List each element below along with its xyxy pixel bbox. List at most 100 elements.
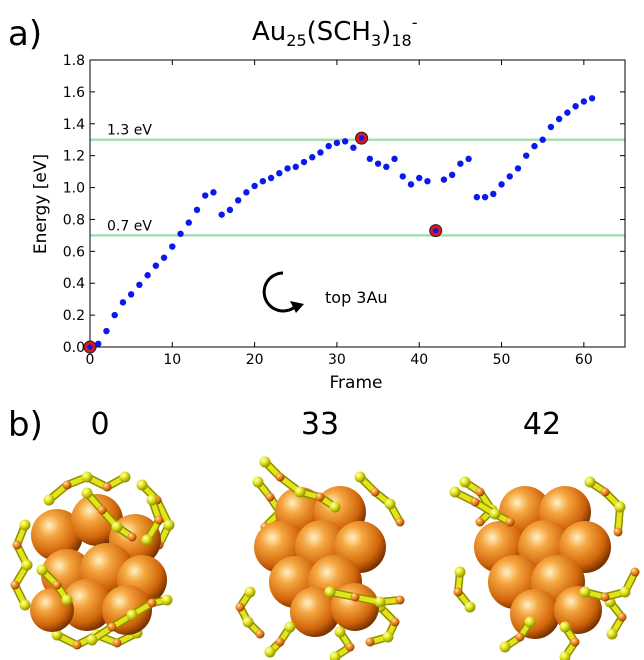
data-point bbox=[218, 211, 225, 218]
gold-small-atom bbox=[505, 517, 515, 527]
sulfur-atom bbox=[614, 501, 626, 513]
data-point bbox=[251, 182, 258, 190]
data-point bbox=[144, 272, 151, 279]
gold-small-atom bbox=[52, 580, 62, 590]
sulfur-atom bbox=[559, 621, 571, 633]
gold-small-atom bbox=[12, 540, 22, 550]
data-point bbox=[481, 193, 489, 201]
sulfur-atom bbox=[163, 519, 175, 531]
molecule-snapshot-0 bbox=[10, 471, 175, 650]
gold-small-atom bbox=[395, 595, 405, 605]
gold-atom bbox=[510, 589, 560, 639]
gold-small-atom bbox=[613, 527, 623, 537]
sulfur-atom bbox=[161, 594, 173, 606]
snapshot-label-33: 33 bbox=[301, 407, 339, 442]
highlighted-point-core bbox=[87, 344, 93, 350]
y-tick-label: 0.0 bbox=[63, 340, 85, 356]
x-axis-label: Frame bbox=[330, 373, 383, 393]
gold-small-atom bbox=[600, 592, 610, 602]
data-point bbox=[210, 189, 217, 196]
data-point bbox=[391, 155, 398, 163]
sulfur-atom bbox=[384, 498, 396, 510]
x-tick-label: 30 bbox=[328, 352, 346, 368]
data-point bbox=[350, 144, 357, 151]
gold-small-atom bbox=[390, 617, 400, 627]
sulfur-atom bbox=[36, 564, 48, 576]
rotation-arrow-icon bbox=[262, 271, 304, 313]
threshold-label: 1.3 eV bbox=[107, 123, 152, 139]
sulfur-atom bbox=[454, 566, 466, 578]
data-point bbox=[407, 181, 415, 188]
y-axis-label: Energy [eV] bbox=[31, 154, 51, 254]
data-point bbox=[366, 155, 374, 163]
sulfur-atom bbox=[81, 471, 93, 483]
data-point bbox=[160, 254, 168, 261]
data-point bbox=[490, 190, 497, 198]
gold-small-atom bbox=[72, 640, 82, 650]
sulfur-atom bbox=[264, 646, 276, 658]
y-tick-label: 1.2 bbox=[63, 149, 85, 165]
snapshot-label-0: 0 bbox=[90, 407, 109, 442]
data-point bbox=[440, 176, 448, 183]
data-point bbox=[284, 165, 291, 172]
gold-small-atom bbox=[370, 487, 380, 497]
gold-small-atom bbox=[365, 637, 375, 647]
sulfur-atom bbox=[43, 494, 55, 506]
data-point bbox=[424, 177, 431, 185]
gold-small-atom bbox=[107, 622, 117, 632]
gold-small-atom bbox=[147, 598, 157, 608]
data-point bbox=[103, 327, 110, 335]
gold-small-atom bbox=[154, 515, 164, 525]
x-tick-label: 60 bbox=[575, 352, 593, 368]
sulfur-atom bbox=[81, 487, 93, 499]
data-point bbox=[523, 152, 530, 159]
gold-small-atom bbox=[395, 517, 405, 527]
x-tick-label: 10 bbox=[163, 352, 181, 368]
plot-frame bbox=[89, 59, 626, 348]
data-point bbox=[531, 142, 538, 150]
gold-atom bbox=[31, 509, 83, 561]
highlighted-points bbox=[83, 131, 443, 354]
gold-small-atom bbox=[470, 497, 480, 507]
sulfur-atom bbox=[489, 508, 501, 520]
sulfur-atom bbox=[146, 494, 158, 506]
data-point bbox=[267, 174, 275, 182]
data-point bbox=[465, 155, 472, 163]
sulfur-atom bbox=[21, 559, 33, 571]
data-point bbox=[457, 160, 464, 167]
gold-small-atom bbox=[617, 612, 627, 622]
data-point bbox=[325, 142, 332, 150]
data-point bbox=[374, 160, 382, 167]
y-tick-label: 0.8 bbox=[63, 212, 85, 228]
data-point bbox=[169, 243, 176, 250]
gold-small-atom bbox=[600, 487, 610, 497]
gold-small-atom bbox=[112, 638, 122, 648]
gold-small-atom bbox=[62, 480, 72, 490]
data-point bbox=[572, 103, 579, 110]
gold-small-atom bbox=[265, 492, 275, 502]
data-point bbox=[127, 291, 135, 298]
gold-small-atom bbox=[475, 487, 485, 497]
molecule-snapshot-42 bbox=[449, 476, 640, 660]
y-tick-label: 0.2 bbox=[63, 308, 85, 324]
y-tick-label: 0.4 bbox=[63, 276, 85, 292]
data-point bbox=[111, 311, 118, 319]
y-tick-label: 1.8 bbox=[63, 53, 85, 69]
sulfur-atom bbox=[584, 476, 596, 488]
sulfur-atom bbox=[334, 626, 346, 638]
data-point bbox=[292, 163, 299, 171]
data-point bbox=[309, 154, 316, 161]
gold-small-atom bbox=[315, 492, 325, 502]
data-point bbox=[185, 219, 192, 226]
data-point bbox=[448, 171, 456, 178]
data-point bbox=[317, 149, 324, 156]
sulfur-atom bbox=[19, 599, 31, 611]
data-point bbox=[193, 206, 201, 214]
data-point bbox=[399, 173, 406, 180]
sulfur-atom bbox=[329, 501, 341, 513]
sulfur-atom bbox=[499, 641, 511, 653]
y-tick-label: 1.4 bbox=[63, 117, 85, 133]
data-point bbox=[119, 299, 127, 306]
sulfur-atom bbox=[126, 609, 138, 621]
